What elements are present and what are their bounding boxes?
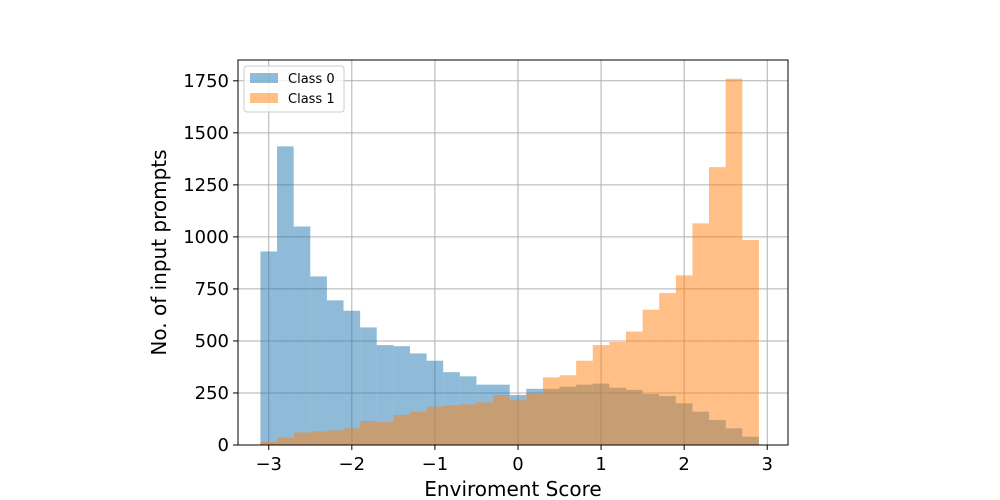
histogram-bar-class-1 — [625, 331, 643, 445]
histogram-bar-class-1 — [393, 414, 410, 445]
histogram-bar-class-1 — [509, 400, 527, 445]
plot-frame — [237, 59, 789, 446]
histogram-bar-class-1 — [426, 406, 444, 445]
histogram-bar-class-1 — [360, 421, 377, 445]
legend: Class 0 Class 1 — [243, 65, 345, 113]
bars-layer — [260, 78, 759, 446]
y-tick-label: 750 — [195, 279, 229, 300]
y-tick-label: 1250 — [183, 175, 229, 196]
histogram-bar-class-1 — [576, 360, 593, 445]
histogram-bar-class-1 — [642, 309, 660, 445]
x-tick-label: −3 — [255, 454, 282, 475]
histogram-bar-class-1 — [443, 405, 460, 445]
y-tick-label: 250 — [195, 383, 229, 404]
x-axis-label: Enviroment Score — [424, 477, 601, 500]
x-tick-label: −2 — [339, 454, 366, 475]
y-tick-label: 1000 — [183, 227, 229, 248]
legend-label-class-0: Class 0 — [288, 72, 335, 87]
histogram-bar-class-1 — [343, 428, 361, 445]
histogram-bar-class-1 — [293, 432, 311, 445]
histogram-bar-class-1 — [542, 377, 560, 445]
y-tick-label: 1750 — [183, 71, 229, 92]
histogram-bar-class-1 — [659, 293, 676, 445]
grid-layer — [238, 60, 788, 446]
histogram-bar-class-1 — [692, 223, 710, 445]
histogram-bar-class-1 — [725, 78, 743, 445]
histogram-bar-class-0 — [277, 146, 294, 445]
histogram-bar-class-0 — [343, 310, 361, 445]
histogram-bar-class-0 — [293, 226, 311, 445]
x-tick-label: 0 — [512, 454, 523, 475]
histogram-bar-class-1 — [277, 437, 294, 445]
histogram-bar-class-1 — [476, 402, 494, 445]
legend-label-class-1: Class 1 — [288, 92, 335, 107]
histogram-bar-class-1 — [409, 411, 427, 445]
histogram-bar-class-1 — [310, 431, 327, 445]
histogram-bar-class-0 — [260, 251, 278, 445]
histogram-bar-class-1 — [326, 430, 344, 445]
histogram-bar-class-1 — [592, 345, 610, 445]
ticks-layer: −3 −2 −1 0 1 2 3 0 250 500 750 1000 1250 1500 1750 — [183, 71, 773, 475]
histogram-bar-class-0 — [360, 327, 377, 445]
histogram-bar-class-1 — [709, 167, 726, 446]
x-tick-label: 3 — [762, 454, 773, 475]
histogram-bar-class-1 — [376, 422, 394, 445]
x-tick-label: 2 — [678, 454, 689, 475]
histogram-bar-class-1 — [742, 240, 759, 445]
histogram-bar-class-0 — [326, 300, 344, 445]
legend-swatch-class-0 — [250, 73, 278, 83]
histogram-bar-class-1 — [459, 404, 477, 445]
histogram-bar-class-1 — [609, 341, 626, 445]
histogram-bar-class-0 — [310, 276, 327, 445]
y-axis-label: No. of input prompts — [147, 149, 171, 355]
y-tick-label: 1500 — [183, 123, 229, 144]
histogram-bar-class-1 — [526, 394, 543, 445]
x-tick-label: 1 — [595, 454, 606, 475]
histogram-bar-class-1 — [260, 441, 278, 445]
histogram-bar-class-1 — [675, 275, 693, 445]
x-tick-label: −1 — [422, 454, 449, 475]
histogram-bar-class-1 — [493, 395, 510, 445]
histogram-bar-class-1 — [559, 375, 577, 445]
y-tick-label: 500 — [195, 331, 229, 352]
histogram-bar-class-0 — [376, 345, 394, 445]
legend-swatch-class-1 — [250, 93, 278, 103]
y-tick-label: 0 — [218, 435, 229, 456]
